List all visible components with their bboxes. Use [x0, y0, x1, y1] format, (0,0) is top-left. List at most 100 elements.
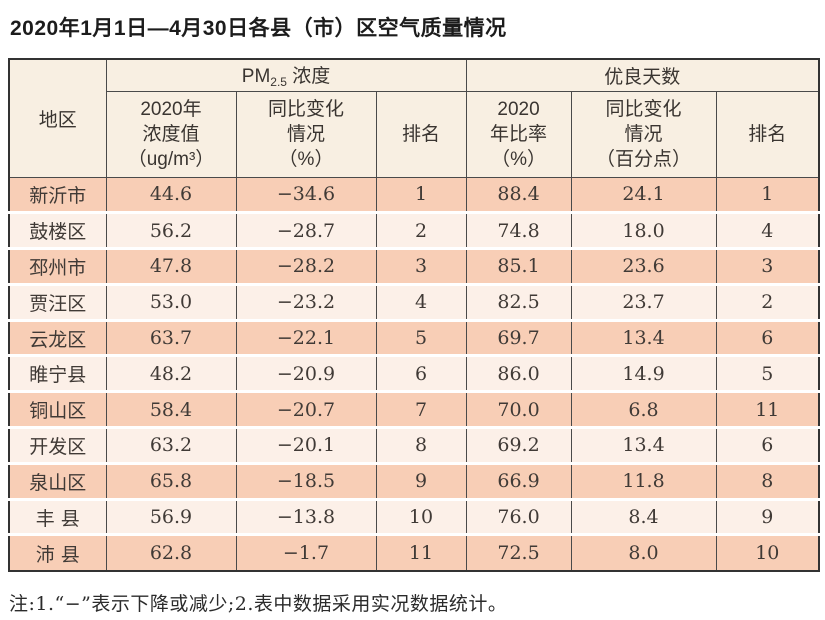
pm25-subscript: 2.5 [270, 75, 287, 90]
page-title: 2020年1月1日—4月30日各县（市）区空气质量情况 [10, 17, 507, 40]
column-header-pm-change: 同比变化 情况 （%） [235, 90, 377, 178]
pm-change-cell: −1.7 [235, 533, 377, 571]
days-change-cell: 18.0 [570, 211, 717, 249]
days-rank-cell: 5 [715, 354, 820, 392]
pm-rank-cell: 10 [375, 497, 467, 535]
days-ratio-cell: 72.5 [465, 533, 572, 571]
pm-value-cell: 48.2 [105, 354, 237, 392]
region-cell: 铜山区 [8, 390, 107, 428]
days-change-cell: 13.4 [570, 426, 717, 464]
pm-change-cell: −28.2 [235, 247, 377, 285]
region-cell: 开发区 [8, 426, 107, 464]
pm-change-cell: −22.1 [235, 318, 377, 356]
sub-header-row: 2020年 浓度值 （ug/m³） 同比变化 情况 （%） 排名 2020 年比… [9, 90, 820, 178]
region-cell: 沛 县 [8, 533, 107, 571]
pm-value-cell: 53.0 [105, 282, 237, 321]
region-cell: 睢宁县 [8, 354, 107, 392]
pm-change-cell: −20.7 [235, 390, 377, 428]
pm-value-cell: 62.8 [105, 533, 237, 571]
days-rank-cell: 6 [715, 318, 820, 356]
table-row: 泉山区 65.8 −18.5 9 66.9 11.8 8 [8, 461, 820, 500]
region-cell: 邳州市 [8, 247, 107, 285]
table-row: 鼓楼区 56.2 −28.7 2 74.8 18.0 4 [8, 211, 820, 249]
days-rank-cell: 1 [715, 176, 820, 213]
pm-rank-cell: 8 [375, 426, 467, 464]
pm-value-cell: 56.2 [105, 211, 237, 249]
days-ratio-cell: 66.9 [465, 461, 572, 500]
region-cell: 新沂市 [8, 176, 107, 213]
column-header-pm-rank: 排名 [375, 90, 467, 178]
days-rank-cell: 2 [715, 282, 820, 321]
table-footnote: 注:1.“−”表示下降或减少;2.表中数据采用实况数据统计。 [9, 592, 508, 615]
column-header-days-ratio: 2020 年比率 （%） [465, 90, 572, 178]
pm-value-cell: 58.4 [105, 390, 237, 428]
group-header-good-days: 优良天数 [465, 58, 820, 92]
days-ratio-cell: 82.5 [465, 282, 572, 321]
days-change-cell: 13.4 [570, 318, 717, 356]
days-ratio-cell: 74.8 [465, 211, 572, 249]
pm-rank-cell: 1 [375, 176, 467, 213]
pm-change-cell: −23.2 [235, 282, 377, 321]
pm-value-cell: 47.8 [105, 247, 237, 285]
table-row: 云龙区 63.7 −22.1 5 69.7 13.4 6 [8, 318, 820, 356]
table-row: 睢宁县 48.2 −20.9 6 86.0 14.9 5 [8, 354, 820, 392]
group-header-row: 地区 PM2.5 浓度 优良天数 [8, 58, 820, 178]
days-rank-cell: 3 [715, 247, 820, 285]
pm-rank-cell: 2 [375, 211, 467, 249]
days-change-cell: 24.1 [570, 176, 717, 213]
region-cell: 泉山区 [8, 461, 107, 500]
air-quality-table: 地区 PM2.5 浓度 优良天数 2020年 浓度值 （ug/m³） 同比变化 … [8, 58, 821, 572]
pm-change-cell: −18.5 [235, 461, 377, 500]
days-ratio-cell: 86.0 [465, 354, 572, 392]
pm-value-cell: 44.6 [105, 176, 237, 213]
table-row: 开发区 63.2 −20.1 8 69.2 13.4 6 [8, 426, 820, 464]
pm-rank-cell: 7 [375, 390, 467, 428]
pm-value-cell: 65.8 [105, 461, 237, 500]
pm-rank-cell: 9 [375, 461, 467, 500]
days-rank-cell: 4 [715, 211, 820, 249]
column-header-days-rank: 排名 [715, 90, 820, 178]
pm25-suffix: 浓度 [286, 66, 331, 88]
table-row: 贾汪区 53.0 −23.2 4 82.5 23.7 2 [8, 282, 820, 321]
days-change-cell: 6.8 [570, 390, 717, 428]
pm-rank-cell: 5 [375, 318, 467, 356]
pm-change-cell: −28.7 [235, 211, 377, 249]
pm-rank-cell: 6 [375, 354, 467, 392]
pm-change-cell: −13.8 [235, 497, 377, 535]
table-row: 沛 县 62.8 −1.7 11 72.5 8.0 10 [8, 533, 820, 571]
days-ratio-cell: 85.1 [465, 247, 572, 285]
days-ratio-cell: 69.7 [465, 318, 572, 356]
region-cell: 贾汪区 [8, 282, 107, 321]
pm25-prefix: PM [241, 66, 271, 88]
column-header-region: 地区 [8, 58, 107, 178]
table-row: 新沂市 44.6 −34.6 1 88.4 24.1 1 [8, 176, 820, 213]
table-header: 地区 PM2.5 浓度 优良天数 2020年 浓度值 （ug/m³） 同比变化 … [8, 58, 820, 178]
pm-rank-cell: 3 [375, 247, 467, 285]
pm-change-cell: −34.6 [235, 176, 377, 213]
days-change-cell: 23.6 [570, 247, 717, 285]
days-ratio-cell: 88.4 [465, 176, 572, 213]
pm-change-cell: −20.9 [235, 354, 377, 392]
days-change-cell: 23.7 [570, 282, 717, 321]
pm-value-cell: 56.9 [105, 497, 237, 535]
days-change-cell: 14.9 [570, 354, 717, 392]
region-cell: 丰 县 [8, 497, 107, 535]
table-row: 铜山区 58.4 −20.7 7 70.0 6.8 11 [8, 390, 820, 428]
days-ratio-cell: 76.0 [465, 497, 572, 535]
days-rank-cell: 10 [715, 533, 820, 571]
days-ratio-cell: 69.2 [465, 426, 572, 464]
days-rank-cell: 6 [715, 426, 820, 464]
column-header-pm-value: 2020年 浓度值 （ug/m³） [105, 90, 237, 178]
days-rank-cell: 8 [715, 461, 820, 500]
pm-change-cell: −20.1 [235, 426, 377, 464]
days-change-cell: 11.8 [570, 461, 717, 500]
days-rank-cell: 9 [715, 497, 820, 535]
days-change-cell: 8.0 [570, 533, 717, 571]
region-cell: 云龙区 [8, 318, 107, 356]
pm-value-cell: 63.7 [105, 318, 237, 356]
pm-rank-cell: 4 [375, 282, 467, 321]
days-ratio-cell: 70.0 [465, 390, 572, 428]
table-row: 丰 县 56.9 −13.8 10 76.0 8.4 9 [8, 497, 820, 535]
group-header-pm25: PM2.5 浓度 [105, 58, 467, 92]
